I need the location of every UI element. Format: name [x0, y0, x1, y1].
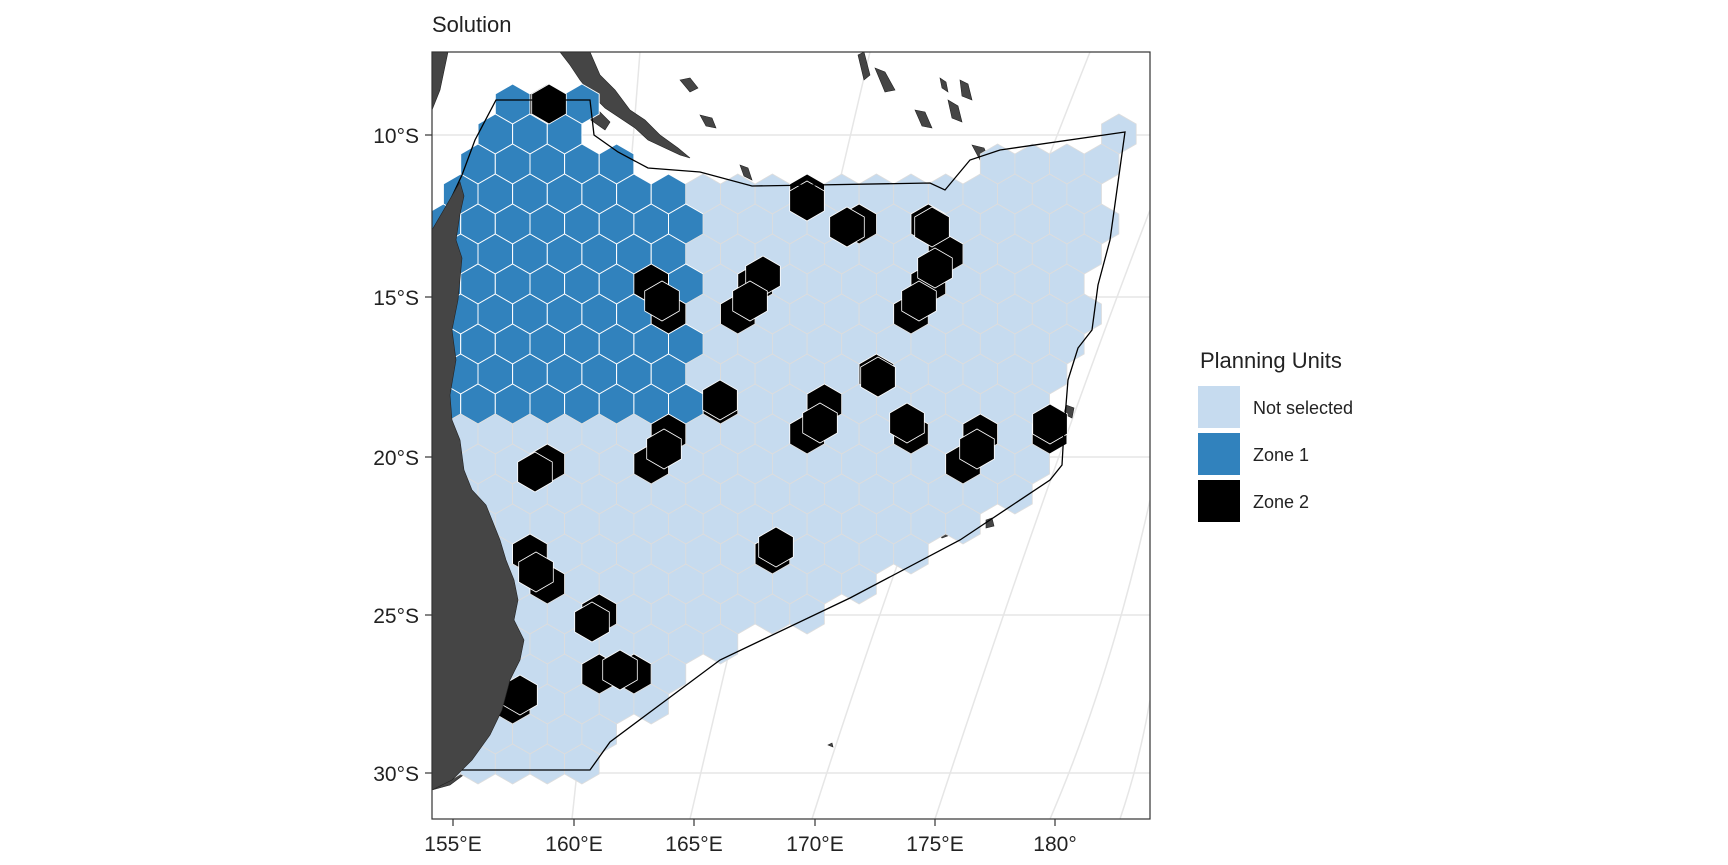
map-title: Solution [432, 12, 512, 37]
x-tick-label: 180° [1033, 833, 1076, 856]
planning-unit-zone-2 [574, 601, 610, 643]
planning-unit-zone-2 [802, 402, 838, 444]
legend-title: Planning Units [1200, 348, 1342, 373]
planning-unit-zone-2 [702, 379, 738, 421]
legend-label-not-selected: Not selected [1253, 398, 1353, 418]
x-tick-label: 165°E [665, 833, 722, 856]
planning-unit-zone-2 [789, 180, 825, 222]
planning-unit-zone-2 [889, 402, 925, 444]
planning-unit-not-selected [633, 683, 669, 725]
planning-units-layer [432, 83, 1137, 785]
legend-swatch-zone-1 [1198, 433, 1240, 475]
planning-unit-zone-2 [732, 280, 768, 322]
x-axis: 155°E 160°E 165°E 170°E 175°E 180° [424, 819, 1077, 856]
legend-label-zone-2: Zone 2 [1253, 492, 1309, 512]
planning-unit-zone-2 [517, 451, 553, 493]
legend: Planning Units Not selected Zone 1 Zone … [1198, 348, 1353, 522]
legend-swatch-not-selected [1198, 386, 1240, 428]
planning-unit-zone-2 [602, 649, 638, 691]
planning-unit-zone-2 [1032, 403, 1068, 445]
australia-coast [432, 181, 525, 791]
y-axis: 10°S 15°S 20°S 25°S 30°S [373, 125, 432, 786]
legend-label-zone-1: Zone 1 [1253, 445, 1309, 465]
planning-unit-zone-2 [646, 428, 682, 470]
planning-unit-zone-2 [959, 428, 995, 470]
planning-unit-zone-2 [901, 280, 937, 322]
planning-unit-not-selected [564, 743, 600, 785]
planning-unit-not-selected [789, 593, 825, 635]
y-tick-label: 25°S [373, 605, 419, 628]
planning-unit-not-selected [945, 503, 981, 545]
x-tick-label: 160°E [545, 833, 602, 856]
planning-unit-zone-2 [644, 280, 680, 322]
map-panel-border [431, 51, 1151, 820]
planning-unit-zone-2 [518, 551, 554, 593]
x-tick-label: 155°E [424, 833, 481, 856]
planning-unit-not-selected [893, 533, 929, 575]
planning-unit-not-selected [702, 623, 739, 665]
y-tick-label: 15°S [373, 287, 419, 310]
x-tick-label: 170°E [786, 833, 843, 856]
planning-unit-not-selected [997, 473, 1033, 515]
planning-unit-zone-2 [917, 247, 953, 289]
y-tick-label: 30°S [373, 763, 419, 786]
y-tick-label: 10°S [373, 125, 419, 148]
planning-unit-zone-2 [860, 356, 896, 398]
x-tick-label: 175°E [906, 833, 963, 856]
planning-unit-zone-2 [531, 83, 567, 125]
planning-unit-zone-2 [829, 206, 865, 248]
planning-unit-zone-2 [914, 206, 950, 248]
y-tick-label: 20°S [373, 447, 419, 470]
legend-swatch-zone-2 [1198, 480, 1240, 522]
planning-unit-zone-2 [758, 526, 794, 568]
planning-unit-not-selected [841, 563, 877, 605]
